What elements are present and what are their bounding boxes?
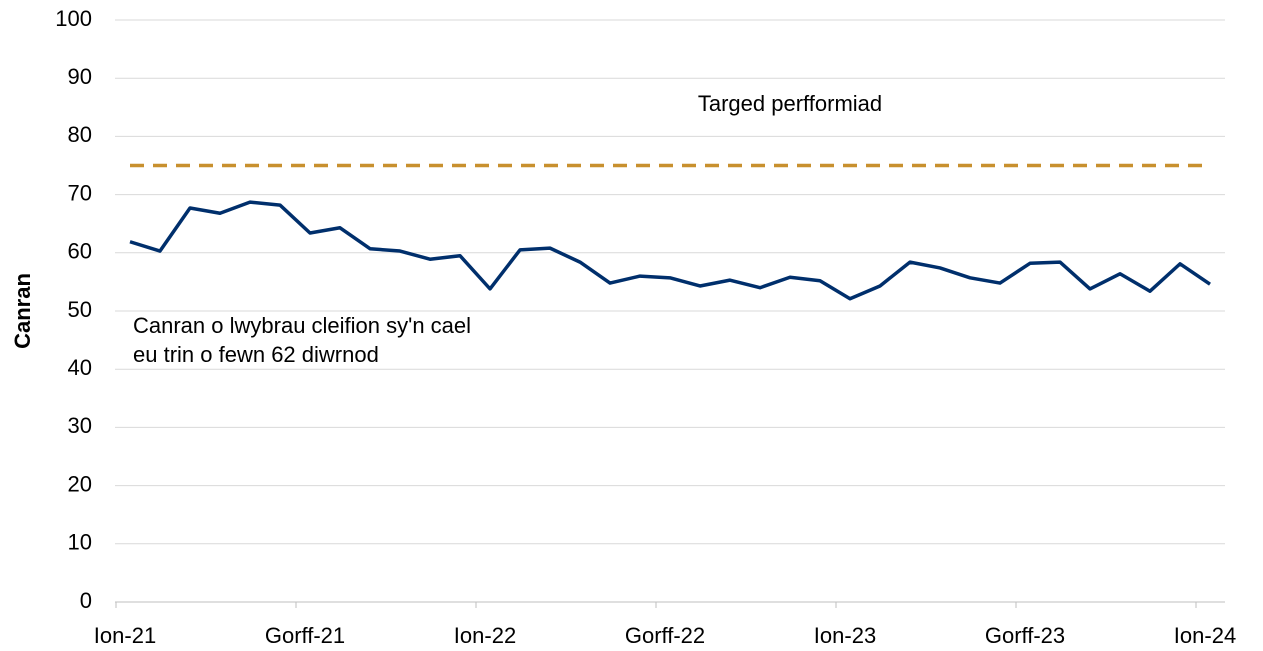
x-tick-label: Ion-23 [814, 623, 876, 648]
y-tick-label: 40 [68, 355, 92, 380]
series-line [129, 200, 1211, 301]
series-label: eu trin o fewn 62 diwrnod [133, 342, 379, 367]
y-tick-label: 50 [68, 297, 92, 322]
y-tick-label: 80 [68, 122, 92, 147]
y-tick-label: 70 [68, 180, 92, 205]
y-tick-label: 20 [68, 471, 92, 496]
y-tick-label: 60 [68, 239, 92, 264]
y-tick-label: 100 [55, 6, 92, 31]
y-axis-label: Canran [10, 273, 35, 349]
series-label: Targed perfformiad [698, 91, 882, 116]
y-tick-label: 90 [68, 64, 92, 89]
y-tick-label: 30 [68, 413, 92, 438]
x-tick-label: Gorff-23 [985, 623, 1065, 648]
series-label: Canran o lwybrau cleifion sy'n cael [133, 313, 471, 338]
y-tick-label: 0 [80, 588, 92, 613]
x-tick-label: Gorff-22 [625, 623, 705, 648]
x-tick-label: Ion-22 [454, 623, 516, 648]
x-tick-label: Gorff-21 [265, 623, 345, 648]
x-tick-label: Ion-21 [94, 623, 156, 648]
x-tick-label: Ion-24 [1174, 623, 1236, 648]
y-tick-label: 10 [68, 530, 92, 555]
